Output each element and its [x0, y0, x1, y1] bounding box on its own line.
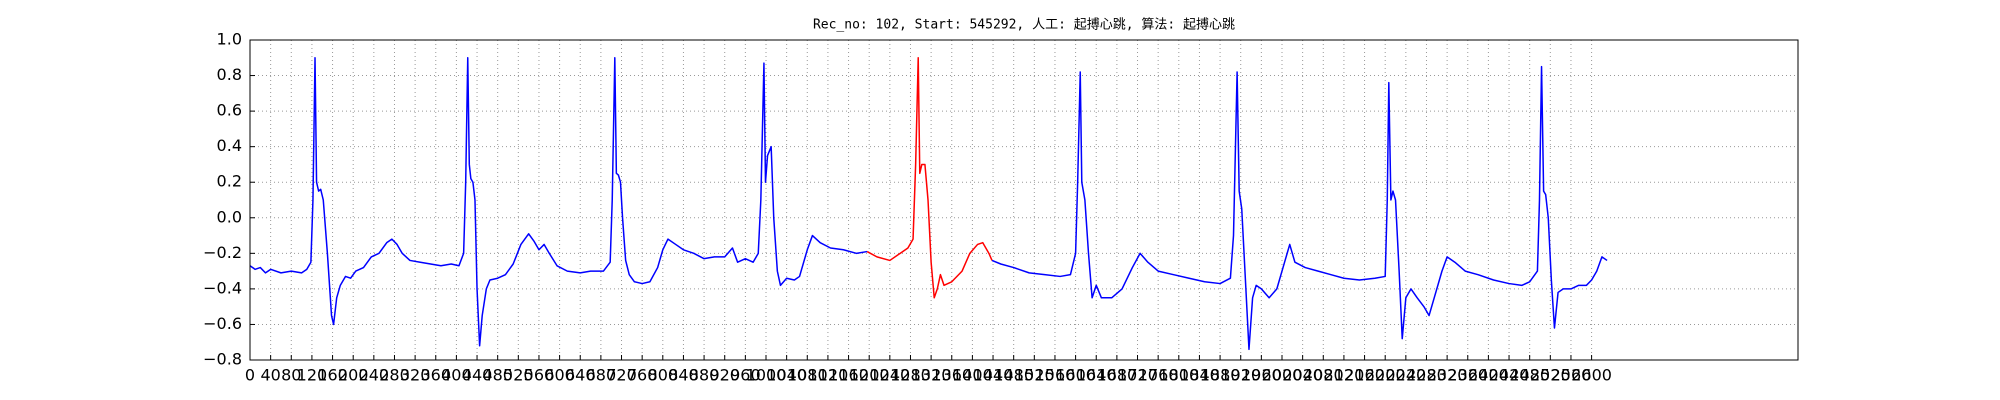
y-tick-label: 0.2 [217, 172, 242, 191]
x-tick-label: 1240 [869, 366, 910, 385]
x-tick-label: 720 [606, 366, 637, 385]
x-tick-label: 120 [297, 366, 328, 385]
y-tick-label: 0.0 [217, 207, 242, 226]
x-tick-label: 560 [524, 366, 555, 385]
x-tick-label: 920 [709, 366, 740, 385]
ecg-line [249, 57, 868, 347]
x-tick-label: 2520 [1530, 366, 1571, 385]
x-tick-label: 1880 [1200, 366, 1241, 385]
x-tick-label: 760 [627, 366, 658, 385]
x-tick-label: 800 [648, 366, 679, 385]
x-tick-label: 1040 [766, 366, 807, 385]
y-tick-label: 0.6 [217, 101, 242, 120]
x-tick-label: 2160 [1344, 366, 1385, 385]
x-tick-label: 1320 [911, 366, 952, 385]
x-tick-label: 160 [317, 366, 348, 385]
x-tick-label: 2120 [1324, 366, 1365, 385]
x-tick-label: 960 [730, 366, 761, 385]
y-tick-label: 1.0 [217, 30, 242, 49]
x-tick-label: 2280 [1406, 366, 1447, 385]
x-tick-label: 1160 [828, 366, 869, 385]
y-tick-label: −0.6 [203, 314, 242, 333]
plot-frame [249, 39, 1799, 361]
x-tick-label: 400 [441, 366, 472, 385]
x-tick-label: 2440 [1489, 366, 1530, 385]
x-tick-label: 2400 [1468, 366, 1509, 385]
x-tick-label: 1560 [1035, 366, 1076, 385]
x-tick-label: 1680 [1097, 366, 1138, 385]
x-tick-label: 600 [544, 366, 575, 385]
x-tick-label: 680 [586, 366, 617, 385]
x-tick-label: 320 [400, 366, 431, 385]
x-tick-label: 2600 [1571, 366, 1612, 385]
x-tick-label: 2000 [1262, 366, 1303, 385]
x-tick-label: 1080 [787, 366, 828, 385]
x-tick-label: 2200 [1365, 366, 1406, 385]
x-tick-label: 1400 [952, 366, 993, 385]
x-tick-label: 1440 [973, 366, 1014, 385]
x-tick-label: 1720 [1117, 366, 1158, 385]
x-tick-label: 1920 [1220, 366, 1261, 385]
x-tick-label: 1120 [808, 366, 849, 385]
x-tick-label: 1480 [993, 366, 1034, 385]
y-tick-label: −0.2 [203, 243, 242, 262]
x-tick-label: 1360 [931, 366, 972, 385]
x-tick-label: 0 [245, 366, 255, 385]
grid-layer [249, 39, 1798, 361]
x-tick-label: 1960 [1241, 366, 1282, 385]
ecg-line [866, 57, 993, 299]
line-layer [249, 57, 1608, 351]
x-tick-label: 2040 [1282, 366, 1323, 385]
x-tick-label: 2360 [1447, 366, 1488, 385]
x-tick-label: 480 [482, 366, 513, 385]
x-tick-label: 240 [359, 366, 390, 385]
x-tick-label: 40 [260, 366, 280, 385]
y-tick-label: −0.4 [203, 278, 242, 297]
y-tick-label: −0.8 [203, 350, 242, 369]
x-tick-label: 2480 [1509, 366, 1550, 385]
x-tick-label: 1280 [890, 366, 931, 385]
x-tick-label: 1600 [1055, 366, 1096, 385]
chart-title: Rec_no: 102, Start: 545292, 人工: 起搏心跳, 算法… [813, 17, 1235, 33]
x-tick-label: 440 [462, 366, 493, 385]
x-tick-label: 640 [565, 366, 596, 385]
x-tick-label: 2080 [1303, 366, 1344, 385]
x-tick-label: 2320 [1427, 366, 1468, 385]
ecg-line [991, 65, 1608, 351]
y-tick-label: 0.8 [217, 65, 242, 84]
x-tick-label: 360 [420, 366, 451, 385]
x-tick-label: 840 [668, 366, 699, 385]
x-tick-label: 1000 [746, 366, 787, 385]
x-tick-label: 1800 [1158, 366, 1199, 385]
x-tick-label: 1640 [1076, 366, 1117, 385]
x-tick-label: 520 [503, 366, 534, 385]
x-tick-label: 1840 [1179, 366, 1220, 385]
x-tick-label: 1760 [1138, 366, 1179, 385]
x-tick-label: 80 [281, 366, 301, 385]
x-tick-label: 880 [689, 366, 720, 385]
x-tick-label: 200 [338, 366, 369, 385]
x-tick-label: 2560 [1551, 366, 1592, 385]
x-tick-label: 280 [379, 366, 410, 385]
x-tick-label: 1520 [1014, 366, 1055, 385]
x-tick-label: 1200 [849, 366, 890, 385]
y-tick-label: 0.4 [217, 136, 242, 155]
x-tick-label: 2240 [1385, 366, 1426, 385]
